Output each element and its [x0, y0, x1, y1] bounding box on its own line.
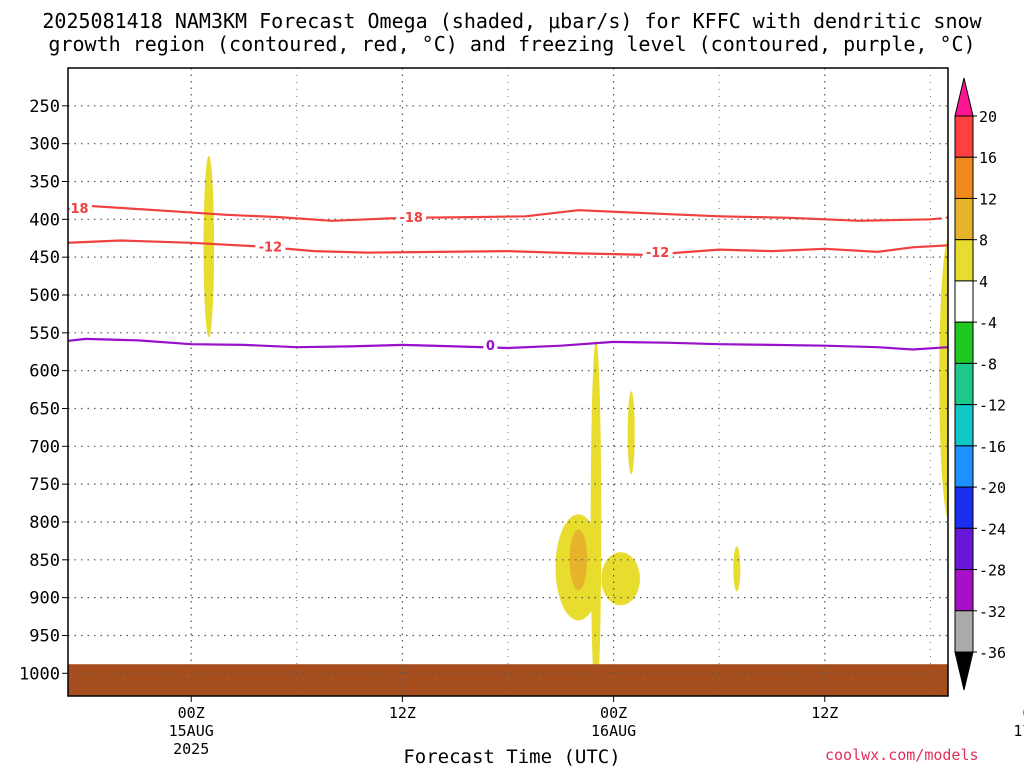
- colorbar-label: 4: [979, 273, 988, 291]
- colorbar-label: -8: [979, 355, 997, 373]
- contour-line: [68, 239, 948, 257]
- contour-line: [68, 337, 948, 351]
- colorbar-swatch: [954, 362, 974, 406]
- y-tick-label: 400: [29, 210, 60, 230]
- y-tick-label: 250: [29, 97, 60, 117]
- colorbar-swatch: [954, 445, 974, 488]
- omega-blob: [601, 552, 640, 606]
- colorbar-swatch: [954, 239, 974, 282]
- y-tick-label: 900: [29, 589, 60, 609]
- chart-title-line-2: growth region (contoured, red, °C) and f…: [48, 32, 976, 56]
- x-tick-label: 00Z: [600, 704, 627, 722]
- y-tick-label: 700: [29, 437, 60, 457]
- y-tick-label: 300: [29, 135, 60, 155]
- colorbar: 20 16 12 8 4 -4 -8 -12 -16 -20 -24 -28 -32 -36: [954, 77, 1006, 691]
- colorbar-label: -4: [979, 314, 997, 332]
- x-tick-label: 00Z: [1022, 704, 1024, 722]
- contour-label: 0: [486, 339, 495, 354]
- colorbar-swatch: [954, 156, 974, 199]
- colorbar-swatch: [954, 115, 974, 158]
- contour-label-bg: [483, 336, 498, 352]
- colorbar-label: -32: [979, 603, 1006, 621]
- colorbar-swatch: [954, 321, 974, 364]
- contour-label-bg: [255, 238, 286, 254]
- omega-blob: [569, 529, 588, 591]
- colorbar-label: 20: [979, 108, 997, 126]
- y-tick-label: 500: [29, 286, 60, 306]
- y-tick-label: 950: [29, 626, 60, 646]
- y-tick-label: 450: [29, 248, 60, 268]
- colorbar-label: -28: [979, 562, 1006, 580]
- contour-label-bg: [642, 243, 673, 259]
- colorbar-label: -24: [979, 520, 1006, 538]
- y-tick-label: 550: [29, 324, 60, 344]
- y-tick-label: 600: [29, 362, 60, 382]
- omega-blob: [203, 155, 215, 338]
- colorbar-swatch: [954, 569, 974, 612]
- plot-frame: [67, 67, 949, 697]
- colorbar-swatch: [954, 527, 974, 571]
- y-tick-label: 650: [29, 399, 60, 419]
- x-tick-label: 17AUG: [1013, 722, 1024, 740]
- contour-label: -12: [646, 246, 670, 261]
- contour-line: [68, 204, 948, 222]
- x-tick-label: 12Z: [811, 704, 838, 722]
- x-tick-label: 2025: [173, 740, 209, 758]
- x-axis: 00Z15AUG202512Z00Z16AUG12Z00Z17AUG: [169, 696, 1024, 758]
- y-axis: 250 300 350 400 450 500 550 600 650 700 750 800 850 9…: [19, 97, 68, 684]
- contour-label: -18: [399, 211, 423, 226]
- y-tick-label: 1000: [19, 664, 60, 684]
- colorbar-label: 12: [979, 190, 997, 208]
- omega-shading: [203, 135, 1018, 696]
- colorbar-swatch: [954, 280, 974, 323]
- contour-label: -18: [65, 202, 89, 217]
- y-tick-label: 800: [29, 513, 60, 533]
- ground-fill: [68, 664, 948, 696]
- omega-blob: [733, 546, 741, 592]
- omega-blob: [939, 236, 948, 520]
- x-tick-label: 12Z: [389, 704, 416, 722]
- contour-label-bg: [396, 209, 427, 225]
- colorbar-top-arrow: [954, 77, 974, 117]
- colorbar-swatch: [954, 197, 974, 241]
- colorbar-label: -36: [979, 644, 1006, 662]
- colorbar-bottom-arrow: [954, 651, 974, 691]
- x-axis-label: Forecast Time (UTC): [403, 746, 621, 768]
- contour-label: -18: [945, 210, 969, 225]
- contour-label-bg: [68, 199, 92, 215]
- y-tick-label: 850: [29, 551, 60, 571]
- omega-blob: [627, 391, 635, 475]
- contour-label: -12: [259, 241, 283, 256]
- colorbar-label: -12: [979, 397, 1006, 415]
- colorbar-swatch: [954, 404, 974, 447]
- colorbar-label: 16: [979, 149, 997, 167]
- x-tick-label: 00Z: [178, 704, 205, 722]
- site-credit[interactable]: coolwx.com/models: [825, 746, 979, 764]
- colorbar-label: 8: [979, 232, 988, 250]
- y-tick-label: 350: [29, 172, 60, 192]
- contour-label-bg: [941, 208, 948, 224]
- omega-blob: [1000, 135, 1012, 256]
- colorbar-swatch: [954, 610, 974, 653]
- colorbar-label: -16: [979, 438, 1006, 456]
- colorbar-label: -20: [979, 479, 1006, 497]
- x-tick-label: 16AUG: [591, 722, 636, 740]
- x-tick-label: 15AUG: [169, 722, 214, 740]
- omega-blob: [990, 397, 1018, 526]
- y-tick-label: 750: [29, 475, 60, 495]
- grid-lines: [68, 68, 948, 696]
- ground-layer: [68, 664, 948, 696]
- omega-blob: [1003, 155, 1010, 246]
- colorbar-swatch: [954, 486, 974, 529]
- chart-title-line-1: 2025081418 NAM3KM Forecast Omega (shaded…: [42, 9, 982, 33]
- omega-blob: [590, 340, 602, 696]
